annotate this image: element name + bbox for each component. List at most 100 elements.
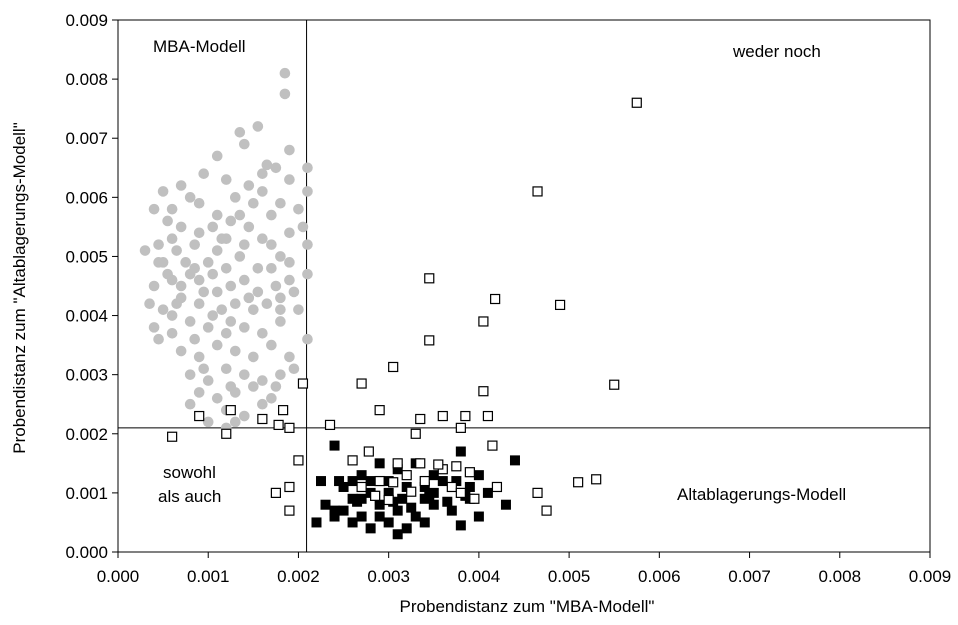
data-point-gray-circle [184, 316, 196, 327]
annotation-mba-modell: MBA-Modell [153, 37, 246, 56]
data-point-gray-circle [166, 233, 178, 245]
data-point-open-square [257, 413, 268, 425]
data-point-black-square [383, 517, 394, 528]
data-point-gray-circle [193, 274, 205, 286]
data-point-open-square [297, 378, 309, 389]
data-point-open-square [609, 379, 620, 390]
data-point-black-square [338, 505, 349, 516]
data-point-gray-circle [248, 351, 259, 363]
data-point-open-square [383, 494, 394, 506]
data-point-black-square [356, 511, 367, 522]
data-point-gray-circle [279, 88, 291, 100]
data-point-gray-circle [229, 192, 241, 203]
data-point-black-square [446, 505, 457, 516]
data-point-open-square [455, 422, 466, 433]
data-point-gray-circle [243, 180, 255, 191]
data-point-black-square [365, 476, 376, 487]
data-point-gray-circle [252, 121, 264, 132]
y-tick-label: 0.002 [65, 425, 108, 444]
data-point-gray-circle [243, 221, 255, 233]
data-point-open-square [490, 293, 501, 305]
data-point-gray-circle [257, 168, 268, 179]
data-point-gray-circle [284, 174, 295, 185]
data-point-gray-circle [293, 304, 304, 315]
y-tick-label: 0.009 [65, 11, 108, 30]
data-point-gray-circle [257, 327, 268, 339]
data-point-gray-circle [284, 351, 295, 363]
data-point-gray-circle [157, 186, 169, 197]
annotation-weder-noch: weder noch [732, 42, 821, 61]
data-point-black-square [473, 470, 484, 481]
data-point-gray-circle [162, 215, 173, 227]
data-point-black-square [509, 455, 520, 466]
data-point-open-square [293, 455, 304, 466]
data-point-black-square [347, 517, 358, 528]
data-point-open-square [356, 481, 367, 493]
data-point-open-square [469, 493, 480, 504]
data-point-gray-circle [189, 239, 200, 250]
data-point-black-square [320, 499, 331, 510]
data-point-black-square [428, 499, 439, 510]
y-tick-label: 0.008 [65, 70, 108, 89]
data-point-gray-circle [293, 203, 304, 215]
data-point-gray-circle [207, 268, 219, 280]
y-axis-ticks: 0.000 0.001 0.002 0.003 0.004 0.005 0.006 0.007… [65, 11, 118, 562]
data-point-gray-circle [211, 209, 223, 221]
data-point-open-square [478, 386, 489, 397]
data-point-open-square [324, 419, 336, 431]
data-point-gray-circle [284, 144, 295, 156]
data-point-open-square [478, 316, 489, 327]
data-point-gray-circle [207, 221, 219, 233]
data-point-gray-circle [198, 363, 210, 375]
data-point-gray-circle [239, 239, 250, 250]
data-point-open-square [347, 455, 358, 466]
data-point-gray-circle [220, 174, 232, 185]
data-point-open-square [532, 186, 543, 197]
data-point-open-square [487, 440, 498, 451]
data-point-gray-circle [275, 304, 286, 315]
data-point-gray-circle [193, 227, 205, 239]
data-point-black-square [442, 496, 453, 507]
data-point-black-square [455, 520, 466, 531]
data-point-gray-circle [175, 221, 187, 233]
y-tick-label: 0.000 [65, 543, 108, 562]
data-point-open-square [415, 413, 426, 425]
data-point-black-square [406, 502, 417, 513]
data-point-gray-circle [148, 203, 160, 215]
data-point-open-square [194, 410, 205, 422]
data-point-gray-circle [184, 398, 196, 410]
data-point-gray-circle [189, 333, 200, 345]
data-point-black-square [365, 523, 376, 534]
x-tick-label: 0.008 [819, 567, 862, 586]
data-point-gray-circle [257, 186, 268, 197]
data-point-black-square [392, 529, 403, 540]
data-point-gray-circle [225, 215, 237, 227]
data-point-gray-circle [257, 375, 268, 386]
data-point-gray-circle [288, 363, 300, 375]
data-point-gray-circle [302, 333, 313, 345]
y-tick-label: 0.003 [65, 366, 108, 385]
data-point-open-square [491, 481, 503, 493]
data-point-gray-circle [175, 280, 187, 292]
data-point-black-square [329, 511, 340, 522]
data-point-open-square [424, 273, 435, 284]
data-point-gray-circle [216, 304, 228, 315]
data-point-open-square [464, 467, 475, 478]
data-point-black-square [419, 517, 430, 528]
data-point-open-square [410, 428, 421, 439]
data-point-gray-circle [225, 381, 237, 392]
data-point-gray-circle [266, 209, 277, 221]
data-point-gray-circle [211, 150, 223, 162]
data-point-open-square [419, 475, 430, 487]
data-point-gray-circle [248, 197, 259, 209]
data-point-open-square [401, 470, 412, 481]
data-point-gray-circle [193, 351, 205, 363]
data-point-gray-circle [225, 316, 237, 327]
data-point-gray-circle [171, 245, 182, 256]
data-point-gray-circle [166, 203, 178, 215]
data-point-gray-circle [257, 398, 268, 410]
data-point-gray-circle [239, 369, 250, 380]
data-point-black-square [316, 476, 326, 487]
data-point-open-square [374, 475, 385, 487]
